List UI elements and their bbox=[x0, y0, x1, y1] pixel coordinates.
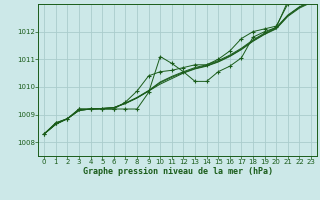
X-axis label: Graphe pression niveau de la mer (hPa): Graphe pression niveau de la mer (hPa) bbox=[83, 167, 273, 176]
